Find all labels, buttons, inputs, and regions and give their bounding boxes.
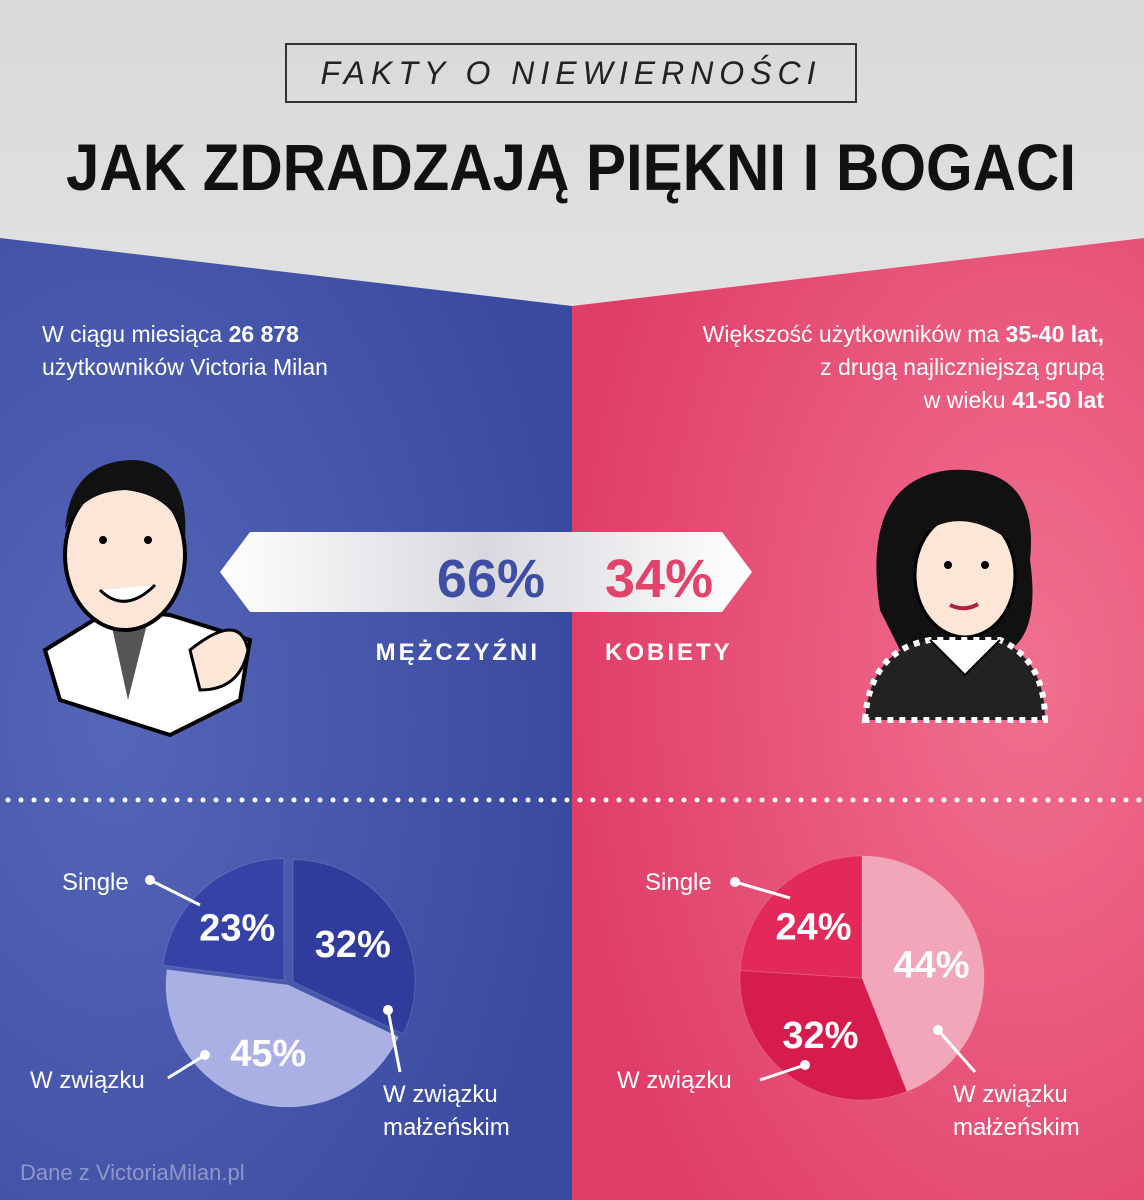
- category-label: W związku małżeńskim: [953, 1081, 1080, 1141]
- note-highlight: 35-40 lat,: [1005, 321, 1104, 347]
- note-text: Większość użytkowników ma: [702, 321, 1000, 347]
- pie-slice: [162, 857, 285, 982]
- leader-line: [386, 1009, 402, 1073]
- leader-line: [936, 1029, 977, 1073]
- slice-label: 24%: [776, 906, 852, 948]
- note-highlight: 41-50 lat: [1011, 387, 1104, 413]
- slice-label: 23%: [199, 907, 275, 949]
- man-illustration: [42, 460, 253, 738]
- leader-line: [759, 1063, 806, 1082]
- slice-label: 32%: [782, 1015, 858, 1057]
- leader-dot: [933, 1025, 943, 1035]
- pie-slice: [165, 969, 400, 1108]
- men-share: 66%: [437, 549, 545, 609]
- slice-label: 45%: [230, 1033, 306, 1075]
- woman-illustration: [861, 469, 1049, 723]
- slice-label: 44%: [893, 945, 969, 987]
- women-note: Większość użytkowników ma 35-40 lat, z dr…: [584, 318, 1104, 417]
- kicker-box: [285, 43, 857, 103]
- note-text: W ciągu miesiąca: [42, 321, 223, 347]
- women-panel: [572, 238, 1144, 1200]
- men-note: W ciągu miesiąca 26 878 użytkowników Vict…: [42, 318, 462, 384]
- leader-dot: [200, 1050, 210, 1060]
- leader-dot: [145, 875, 155, 885]
- note-text: z drugą najliczniejszą grupą: [820, 354, 1104, 380]
- leader-line: [167, 1053, 206, 1080]
- pie-slice: [739, 969, 908, 1101]
- leader-dot: [383, 1005, 393, 1015]
- leader-dot: [730, 877, 740, 887]
- men-label: MĘŻCZYŹNI: [376, 638, 540, 666]
- title: JAK ZDRADZAJĄ PIĘKNI I BOGACI: [66, 130, 1076, 204]
- category-label: W związku: [617, 1067, 732, 1094]
- split-banner: [220, 532, 752, 612]
- women-share: 34%: [605, 549, 713, 609]
- pie-slice: [292, 859, 416, 1035]
- category-label: Single: [62, 869, 129, 896]
- leader-line: [149, 878, 201, 907]
- leader-dot: [800, 1060, 810, 1070]
- footer: Dane z VictoriaMilan.pl: [20, 1160, 245, 1185]
- note-text: użytkowników Victoria Milan: [42, 354, 328, 380]
- category-label: Single: [645, 869, 712, 896]
- women-label: KOBIETY: [605, 639, 733, 666]
- kicker: FAKTY O NIEWIERNOŚCI: [320, 55, 821, 91]
- note-text: w wieku: [923, 387, 1006, 413]
- pie-slice: [861, 855, 985, 1093]
- slice-label: 32%: [315, 924, 391, 966]
- category-label: W związku małżeńskim: [383, 1081, 510, 1141]
- leader-line: [734, 880, 791, 900]
- category-label: W związku: [30, 1067, 145, 1094]
- pie-slice: [739, 855, 863, 979]
- note-highlight: 26 878: [228, 321, 299, 347]
